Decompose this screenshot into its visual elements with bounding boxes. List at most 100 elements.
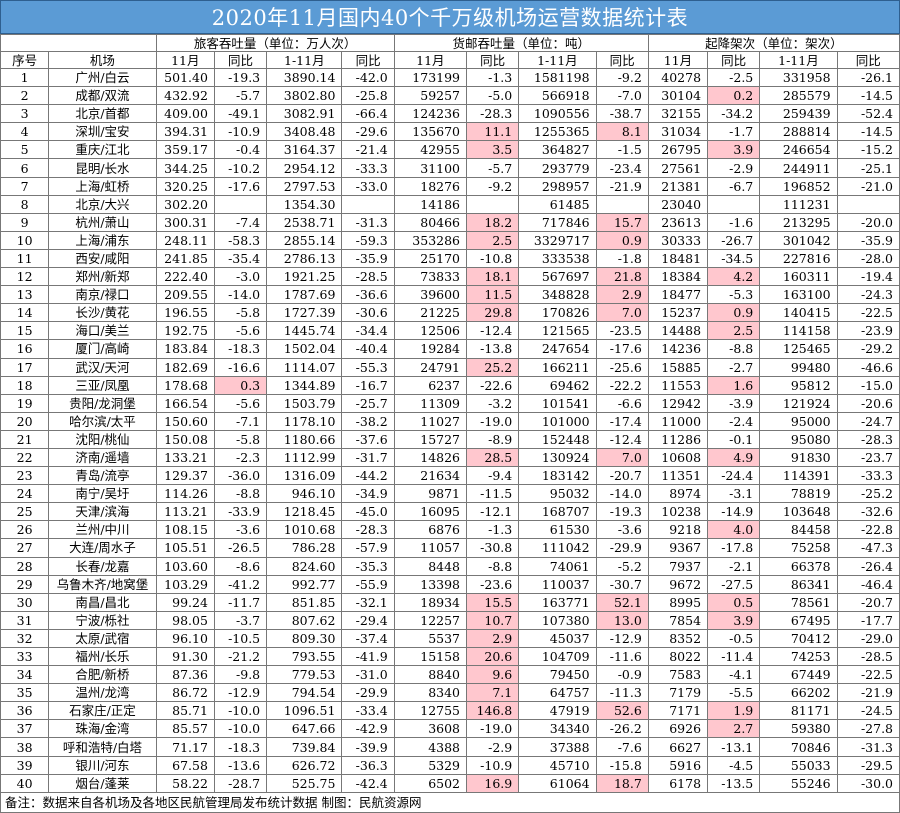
airport-cell: 深圳/宝安 (48, 122, 157, 142)
cargo-nov-cell: 16095 (393, 502, 468, 522)
cargo-ytd-cell: 247654 (518, 339, 597, 359)
passenger-ytd-cell: 946.10 (266, 484, 343, 504)
flights-nov-cell: 11286 (647, 429, 709, 449)
flights-ytd-yoy-cell: -17.7 (836, 610, 900, 630)
flights-nov-cell: 18384 (647, 267, 709, 287)
cargo-ytd-yoy-cell: -11.6 (595, 646, 649, 667)
table-row: 26 兰州/中川 108.15 -3.6 1010.68 -28.3 6876 -1.3 615… (0, 520, 900, 540)
passenger-nov-cell: 85.71 (155, 701, 215, 721)
flights-nov-cell: 30104 (647, 86, 709, 106)
flights-nov-cell: 8022 (647, 646, 709, 667)
flights-ytd-cell: 74253 (759, 646, 838, 667)
seq-cell: 19 (0, 393, 50, 413)
flights-nov-cell: 7179 (647, 683, 709, 703)
flights-ytd-yoy-cell: -22.8 (836, 520, 900, 540)
passenger-ytd-cell: 1787.69 (266, 285, 343, 305)
passenger-ytd-cell: 1503.79 (266, 393, 343, 413)
passenger-yoy-cell: -18.3 (213, 339, 268, 359)
passenger-ytd-yoy-cell: -31.0 (341, 665, 395, 685)
seq-cell: 14 (0, 303, 50, 323)
flights-ytd-cell: 99480 (759, 357, 838, 377)
flights-nov-cell: 30333 (647, 230, 709, 250)
passenger-nov-cell: 150.08 (155, 429, 215, 449)
cargo-ytd-header: 1-11月 (518, 51, 597, 69)
passenger-nov-cell: 133.21 (155, 447, 215, 468)
flights-nov-cell: 9672 (647, 574, 709, 594)
cargo-yoy-cell: -22.6 (466, 375, 520, 395)
seq-cell: 32 (0, 628, 50, 649)
passenger-yoy-cell: -8.6 (213, 556, 268, 576)
flights-yoy-cell: -26.7 (707, 230, 761, 250)
flights-nov-cell: 10238 (647, 502, 709, 522)
flights-ytd-yoy-header: 同比 (836, 51, 900, 69)
passenger-ytd-cell: 1218.45 (266, 502, 343, 522)
passenger-yoy-cell: -5.6 (213, 321, 268, 341)
cargo-nov-cell: 5537 (393, 628, 468, 649)
passenger-nov-cell: 222.40 (155, 267, 215, 287)
flights-yoy-cell: -2.9 (707, 158, 761, 178)
seq-cell: 18 (0, 375, 50, 395)
passenger-nov-cell: 248.11 (155, 230, 215, 250)
table-row: 37 珠海/金湾 85.57 -10.0 647.66 -42.9 3608 -19.0 343… (0, 719, 900, 739)
seq-cell: 26 (0, 520, 50, 540)
airport-cell: 杭州/萧山 (48, 212, 157, 232)
cargo-ytd-yoy-cell: -5.2 (595, 556, 649, 576)
flights-ytd-cell: 140415 (759, 303, 838, 323)
airport-cell: 成都/双流 (48, 86, 157, 106)
flights-ytd-yoy-cell: -52.4 (836, 104, 900, 124)
passenger-ytd-cell: 851.85 (266, 592, 343, 612)
flights-ytd-cell: 196852 (759, 176, 838, 196)
passenger-ytd-cell: 793.55 (266, 646, 343, 667)
seq-cell: 2 (0, 86, 50, 106)
flights-ytd-cell: 114158 (759, 321, 838, 341)
cargo-nov-cell: 8448 (393, 556, 468, 576)
table-row: 17 武汉/天河 182.69 -16.6 1114.07 -55.3 24791 25.2 1… (0, 357, 900, 377)
flights-yoy-cell: -1.6 (707, 212, 761, 232)
passenger-yoy-cell: -8.8 (213, 484, 268, 504)
flights-yoy-cell: -8.8 (707, 339, 761, 359)
passenger-ytd-cell: 1502.04 (266, 339, 343, 359)
flights-nov-cell: 8974 (647, 484, 709, 504)
passenger-ytd-yoy-cell (341, 194, 395, 214)
passenger-nov-cell: 209.55 (155, 285, 215, 305)
passenger-ytd-cell: 992.77 (266, 574, 343, 594)
flights-ytd-yoy-cell: -24.7 (836, 411, 900, 431)
airport-cell: 重庆/江北 (48, 140, 157, 160)
passenger-ytd-cell: 1178.10 (266, 411, 343, 431)
table-row: 13 南京/禄口 209.55 -14.0 1787.69 -36.6 39600 11.5 3… (0, 285, 900, 305)
flights-ytd-yoy-cell: -26.4 (836, 556, 900, 576)
flights-nov-cell: 7583 (647, 665, 709, 685)
table-title: 2020年11月国内40个千万级机场运营数据统计表 (0, 0, 900, 34)
cargo-ytd-yoy-cell: 8.1 (595, 122, 649, 142)
cargo-ytd-cell: 45710 (518, 755, 597, 775)
seq-cell: 22 (0, 447, 50, 468)
flights-yoy-cell: -5.5 (707, 683, 761, 703)
flights-yoy-cell: -4.5 (707, 755, 761, 775)
flights-ytd-cell: 246654 (759, 140, 838, 160)
cargo-yoy-cell: -3.2 (466, 393, 520, 413)
flights-ytd-cell: 67449 (759, 665, 838, 685)
flights-yoy-cell: -2.7 (707, 357, 761, 377)
passenger-ytd-yoy-cell: -33.3 (341, 158, 395, 178)
cargo-nov-cell: 124236 (393, 104, 468, 124)
passenger-ytd-cell: 1316.09 (266, 466, 343, 486)
passenger-nov-cell: 98.05 (155, 610, 215, 630)
passenger-ytd-yoy-cell: -16.7 (341, 375, 395, 395)
passenger-ytd-yoy-cell: -21.4 (341, 140, 395, 160)
cargo-group-header: 货邮吞吐量（单位：吨） (393, 34, 649, 52)
seq-cell: 37 (0, 719, 50, 739)
passenger-yoy-cell: -33.9 (213, 502, 268, 522)
flights-ytd-yoy-cell: -23.7 (836, 447, 900, 468)
passenger-yoy-cell: -16.6 (213, 357, 268, 377)
seq-header: 序号 (0, 51, 50, 69)
cargo-ytd-yoy-cell: -7.0 (595, 86, 649, 106)
flights-ytd-yoy-cell: -47.3 (836, 538, 900, 558)
cargo-ytd-yoy-cell: 52.6 (595, 701, 649, 721)
flights-nov-cell: 6178 (647, 773, 709, 793)
flights-ytd-yoy-cell: -15.0 (836, 375, 900, 395)
cargo-nov-cell: 73833 (393, 267, 468, 287)
passenger-nov-cell: 114.26 (155, 484, 215, 504)
cargo-yoy-cell: 11.5 (466, 285, 520, 305)
passenger-yoy-cell: -21.2 (213, 646, 268, 667)
cargo-nov-cell: 8840 (393, 665, 468, 685)
